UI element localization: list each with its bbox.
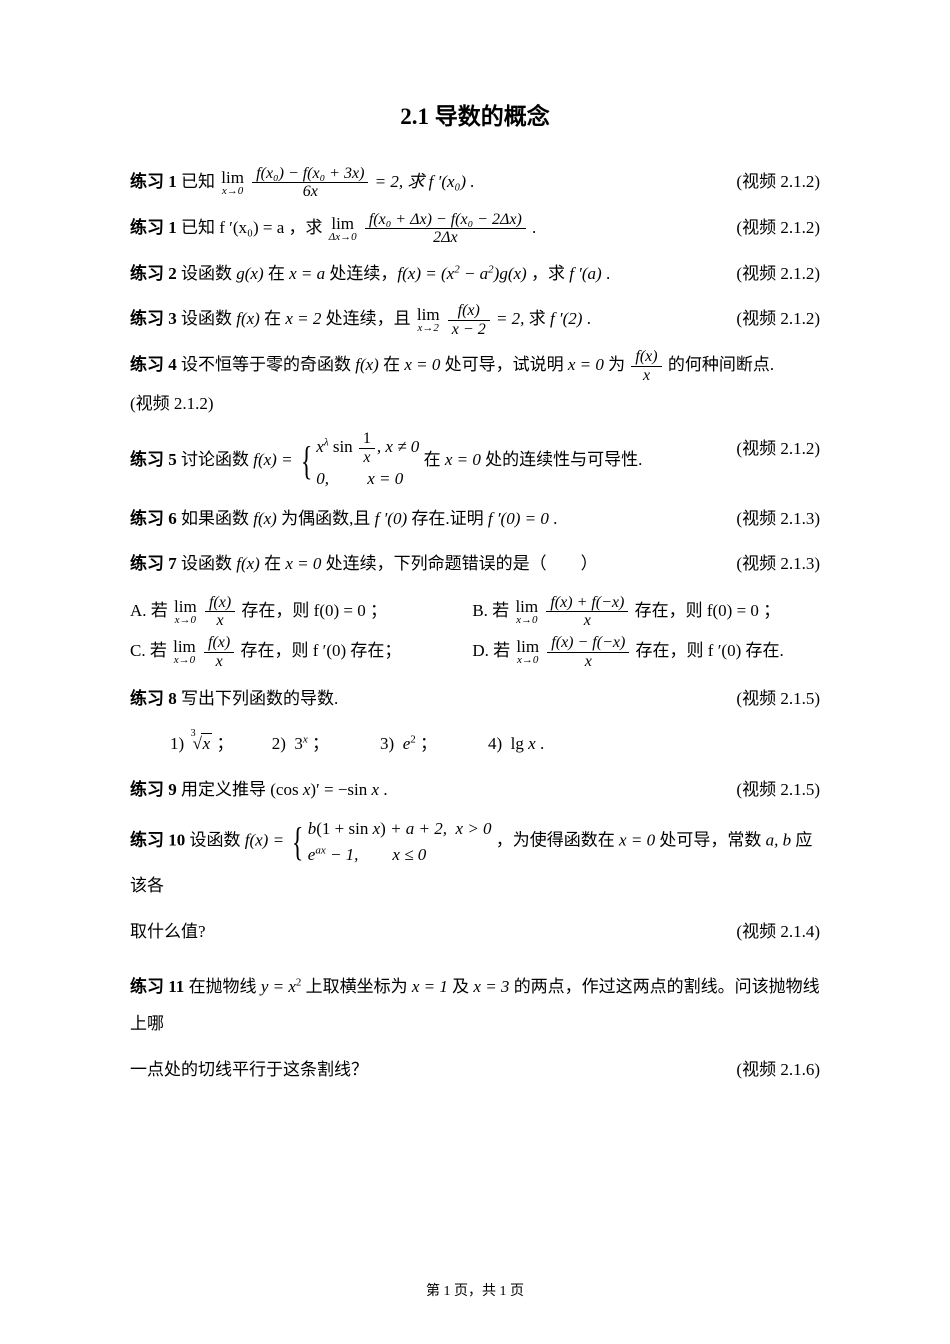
option-d: D. 若 limx→0 f(x) − f(−x)x 存在，则 f ′(0) 存在… xyxy=(472,631,810,672)
video-ref: (视频 2.1.2) xyxy=(736,163,820,200)
exercise-1a: (视频 2.1.2) 练习 1 已知 lim x→0 f(x₀) − f(x₀ … xyxy=(130,163,820,201)
exercise-label: 练习 4 xyxy=(130,355,177,374)
option-a: A. 若 limx→0 f(x)x 存在，则 f(0) = 0 ； xyxy=(130,591,468,632)
text: 设函数 f(x) 在 x = 0 处连续，下列命题错误的是（ ） xyxy=(181,554,598,573)
video-ref: (视频 2.1.2) xyxy=(736,255,820,292)
video-ref: (视频 2.1.3) xyxy=(736,500,820,537)
text: 的何种间断点. xyxy=(668,355,774,374)
text: 在 x = 0 处的连续性与可导性. xyxy=(424,450,643,469)
video-ref: (视频 2.1.5) xyxy=(736,771,820,808)
item-2: 2) 3x ； xyxy=(272,734,329,753)
exercise-label: 练习 6 xyxy=(130,509,177,528)
section-title: 2.1 导数的概念 xyxy=(130,100,820,135)
exercise-label: 练习 1 xyxy=(130,172,177,191)
exercise-5: (视频 2.1.2) 练习 5 讨论函数 f(x) = { xλ sin 1x,… xyxy=(130,430,820,492)
page: 2.1 导数的概念 (视频 2.1.2) 练习 1 已知 lim x→0 f(x… xyxy=(0,0,950,1344)
exercise-label: 练习 3 xyxy=(130,309,177,328)
text: 一点处的切线平行于这条割线？ xyxy=(130,1060,368,1079)
piecewise: { b(1 + sin x) + a + 2, x > 0 eax − 1, x… xyxy=(288,816,491,867)
text: 用定义推导 (cos x)′ = −sin x . xyxy=(181,780,388,799)
exercise-10-line2: (视频 2.1.4) 取什么值? xyxy=(130,913,820,950)
text: 设函数 f(x) = xyxy=(190,831,285,850)
exercise-label: 练习 7 xyxy=(130,554,177,573)
item-4: 4) lg x . xyxy=(488,734,544,753)
exercise-label: 练习 11 xyxy=(130,977,184,996)
video-ref: (视频 2.1.6) xyxy=(736,1051,820,1088)
option-c: C. 若 limx→0 f(x)x 存在，则 f ′(0) 存在； xyxy=(130,631,468,672)
exercise-6: (视频 2.1.3) 练习 6 如果函数 f(x) 为偶函数,且 f ′(0) … xyxy=(130,500,820,537)
exercise-10: 练习 10 设函数 f(x) = { b(1 + sin x) + a + 2,… xyxy=(130,816,820,904)
exercise-label: 练习 5 xyxy=(130,450,177,469)
text: 取什么值? xyxy=(130,922,206,941)
video-ref: (视频 2.1.2) xyxy=(736,430,820,467)
text: 讨论函数 f(x) = xyxy=(181,450,293,469)
text: 设不恒等于零的奇函数 f(x) 在 x = 0 处可导，试说明 x = 0 为 xyxy=(181,355,625,374)
exercise-8: (视频 2.1.5) 练习 8 写出下列函数的导数. xyxy=(130,680,820,717)
item-3: 3) e2 ； xyxy=(380,734,437,753)
exercise-label: 练习 2 xyxy=(130,264,177,283)
exercise-label: 练习 10 xyxy=(130,831,185,850)
video-ref: (视频 2.1.2) xyxy=(736,209,820,246)
limit: lim Δx→0 xyxy=(329,215,357,243)
exercise-1b: (视频 2.1.2) 练习 1 已知 f ′(x₀) = a ，求 lim Δx… xyxy=(130,209,820,247)
video-ref: (视频 2.1.3) xyxy=(736,545,820,582)
exercise-label: 练习 8 xyxy=(130,689,177,708)
text: . xyxy=(532,218,536,237)
fraction: f(x) x xyxy=(631,348,661,384)
exercise-8-items: 1) 3x ； 2) 3x ； 3) e2 ； 4) lg x . xyxy=(170,725,820,762)
video-ref: (视频 2.1.4) xyxy=(736,913,820,950)
limit: lim x→0 xyxy=(221,169,244,197)
exercise-11: 练习 11 在抛物线 y = x2 上取横坐标为 x = 1 及 x = 3 的… xyxy=(130,968,820,1043)
text: 已知 xyxy=(181,172,215,191)
item-1: 1) 3x ； xyxy=(170,734,233,753)
video-ref: (视频 2.1.2) xyxy=(130,394,214,413)
exercise-label: 练习 9 xyxy=(130,780,177,799)
page-footer: 第 1 页，共 1 页 xyxy=(0,1281,950,1302)
text: 设函数 g(x) 在 x = a 处连续，f(x) = (x2 − a2)g(x… xyxy=(181,264,610,283)
fraction: f(x₀ + Δx) − f(x₀ − 2Δx) 2Δx xyxy=(365,211,526,247)
text: 设函数 f(x) 在 x = 2 处连续，且 xyxy=(181,309,411,328)
exercise-11-line2: (视频 2.1.6) 一点处的切线平行于这条割线？ xyxy=(130,1051,820,1088)
text: 如果函数 f(x) 为偶函数,且 f ′(0) 存在.证明 f ′(0) = 0… xyxy=(181,509,557,528)
piecewise: { xλ sin 1x, x ≠ 0 0, x = 0 xyxy=(297,430,420,492)
exercise-label: 练习 1 xyxy=(130,218,177,237)
video-ref: (视频 2.1.5) xyxy=(736,680,820,717)
fraction: f(x₀) − f(x₀ + 3x) 6x xyxy=(252,165,368,201)
text: = 2, 求 f ′(2) . xyxy=(496,309,591,328)
fraction: f(x) x − 2 xyxy=(448,302,490,338)
exercise-4: 练习 4 设不恒等于零的奇函数 f(x) 在 x = 0 处可导，试说明 x =… xyxy=(130,346,820,422)
text: 在抛物线 y = x2 上取横坐标为 x = 1 及 x = 3 的两点，作过这… xyxy=(130,977,820,1033)
option-b: B. 若 limx→0 f(x) + f(−x)x 存在，则 f(0) = 0 … xyxy=(472,591,810,632)
exercise-3: (视频 2.1.2) 练习 3 设函数 f(x) 在 x = 2 处连续，且 l… xyxy=(130,300,820,338)
exercise-7: (视频 2.1.3) 练习 7 设函数 f(x) 在 x = 0 处连续，下列命… xyxy=(130,545,820,582)
video-ref: (视频 2.1.2) xyxy=(736,300,820,337)
exercise-7-options: A. 若 limx→0 f(x)x 存在，则 f(0) = 0 ； B. 若 l… xyxy=(130,591,820,673)
text: 已知 f ′(x₀) = a ，求 xyxy=(181,218,323,237)
exercise-9: (视频 2.1.5) 练习 9 用定义推导 (cos x)′ = −sin x … xyxy=(130,771,820,808)
text: = 2, 求 f ′(x₀) . xyxy=(375,172,475,191)
limit: lim x→2 xyxy=(417,306,440,334)
text: 写出下列函数的导数. xyxy=(181,689,338,708)
exercise-2: (视频 2.1.2) 练习 2 设函数 g(x) 在 x = a 处连续，f(x… xyxy=(130,255,820,292)
